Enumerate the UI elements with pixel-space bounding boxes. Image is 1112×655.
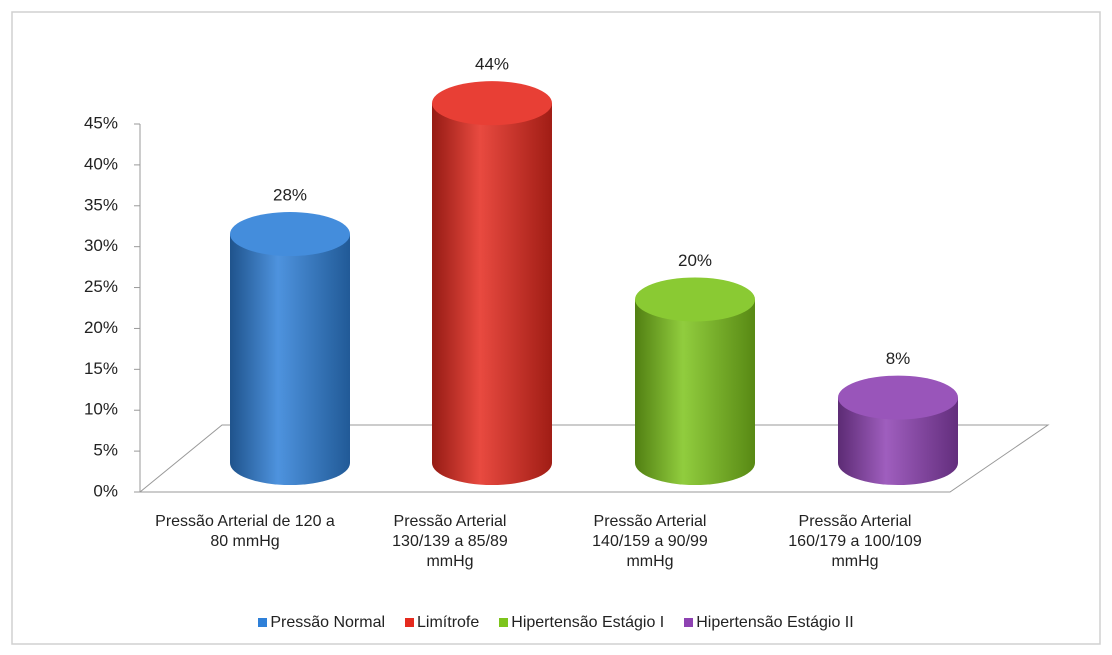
chart-frame (11, 11, 1101, 645)
y-tick-label: 0% (93, 481, 118, 500)
data-label: 44% (475, 55, 509, 74)
legend-item: Hipertensão Estágio I (499, 614, 664, 632)
x-tick-label: Pressão Arterial 140/159 a 90/99 mmHg (592, 513, 708, 570)
bar (635, 299, 755, 463)
data-label: 20% (678, 251, 712, 270)
y-tick-label: 15% (84, 359, 118, 378)
bar-top (432, 81, 552, 126)
y-tick-label: 35% (84, 195, 118, 214)
legend-item: Pressão Normal (258, 614, 385, 632)
x-tick-label: Pressão Arterial 130/139 a 85/89 mmHg (392, 513, 508, 570)
x-tick-label: Pressão Arterial de 120 a 80 mmHg (155, 513, 335, 550)
legend-swatch (684, 618, 694, 627)
y-tick-label: 20% (84, 318, 118, 337)
legend-label: Hipertensão Estágio I (511, 614, 665, 631)
y-tick-label: 45% (84, 113, 118, 132)
legend-item: Limítrofe (405, 614, 479, 632)
data-label: 8% (886, 349, 911, 368)
legend-label: Limítrofe (417, 614, 480, 631)
legend-item: Hipertensão Estágio II (684, 614, 854, 632)
legend-swatch (258, 618, 268, 627)
legend-label: Hipertensão Estágio II (696, 614, 854, 631)
bar (230, 234, 350, 463)
legend-swatch (405, 618, 415, 627)
y-tick-label: 30% (84, 236, 118, 255)
bar-top (635, 277, 755, 322)
x-tick-label: Pressão Arterial 160/179 a 100/109 mmHg (788, 513, 922, 570)
y-tick-label: 5% (93, 441, 118, 460)
y-tick-label: 10% (84, 400, 118, 419)
legend-label: Pressão Normal (270, 614, 386, 631)
y-tick-label: 25% (84, 277, 118, 296)
legend: Pressão Normal Limítrofe Hipertensão Estág… (0, 614, 1112, 632)
data-label: 28% (273, 186, 307, 205)
bar-top (838, 375, 958, 420)
legend-swatch (499, 618, 509, 627)
bar (432, 103, 552, 463)
y-tick-label: 40% (84, 154, 118, 173)
bar-top (230, 212, 350, 257)
floor (138, 424, 1050, 493)
